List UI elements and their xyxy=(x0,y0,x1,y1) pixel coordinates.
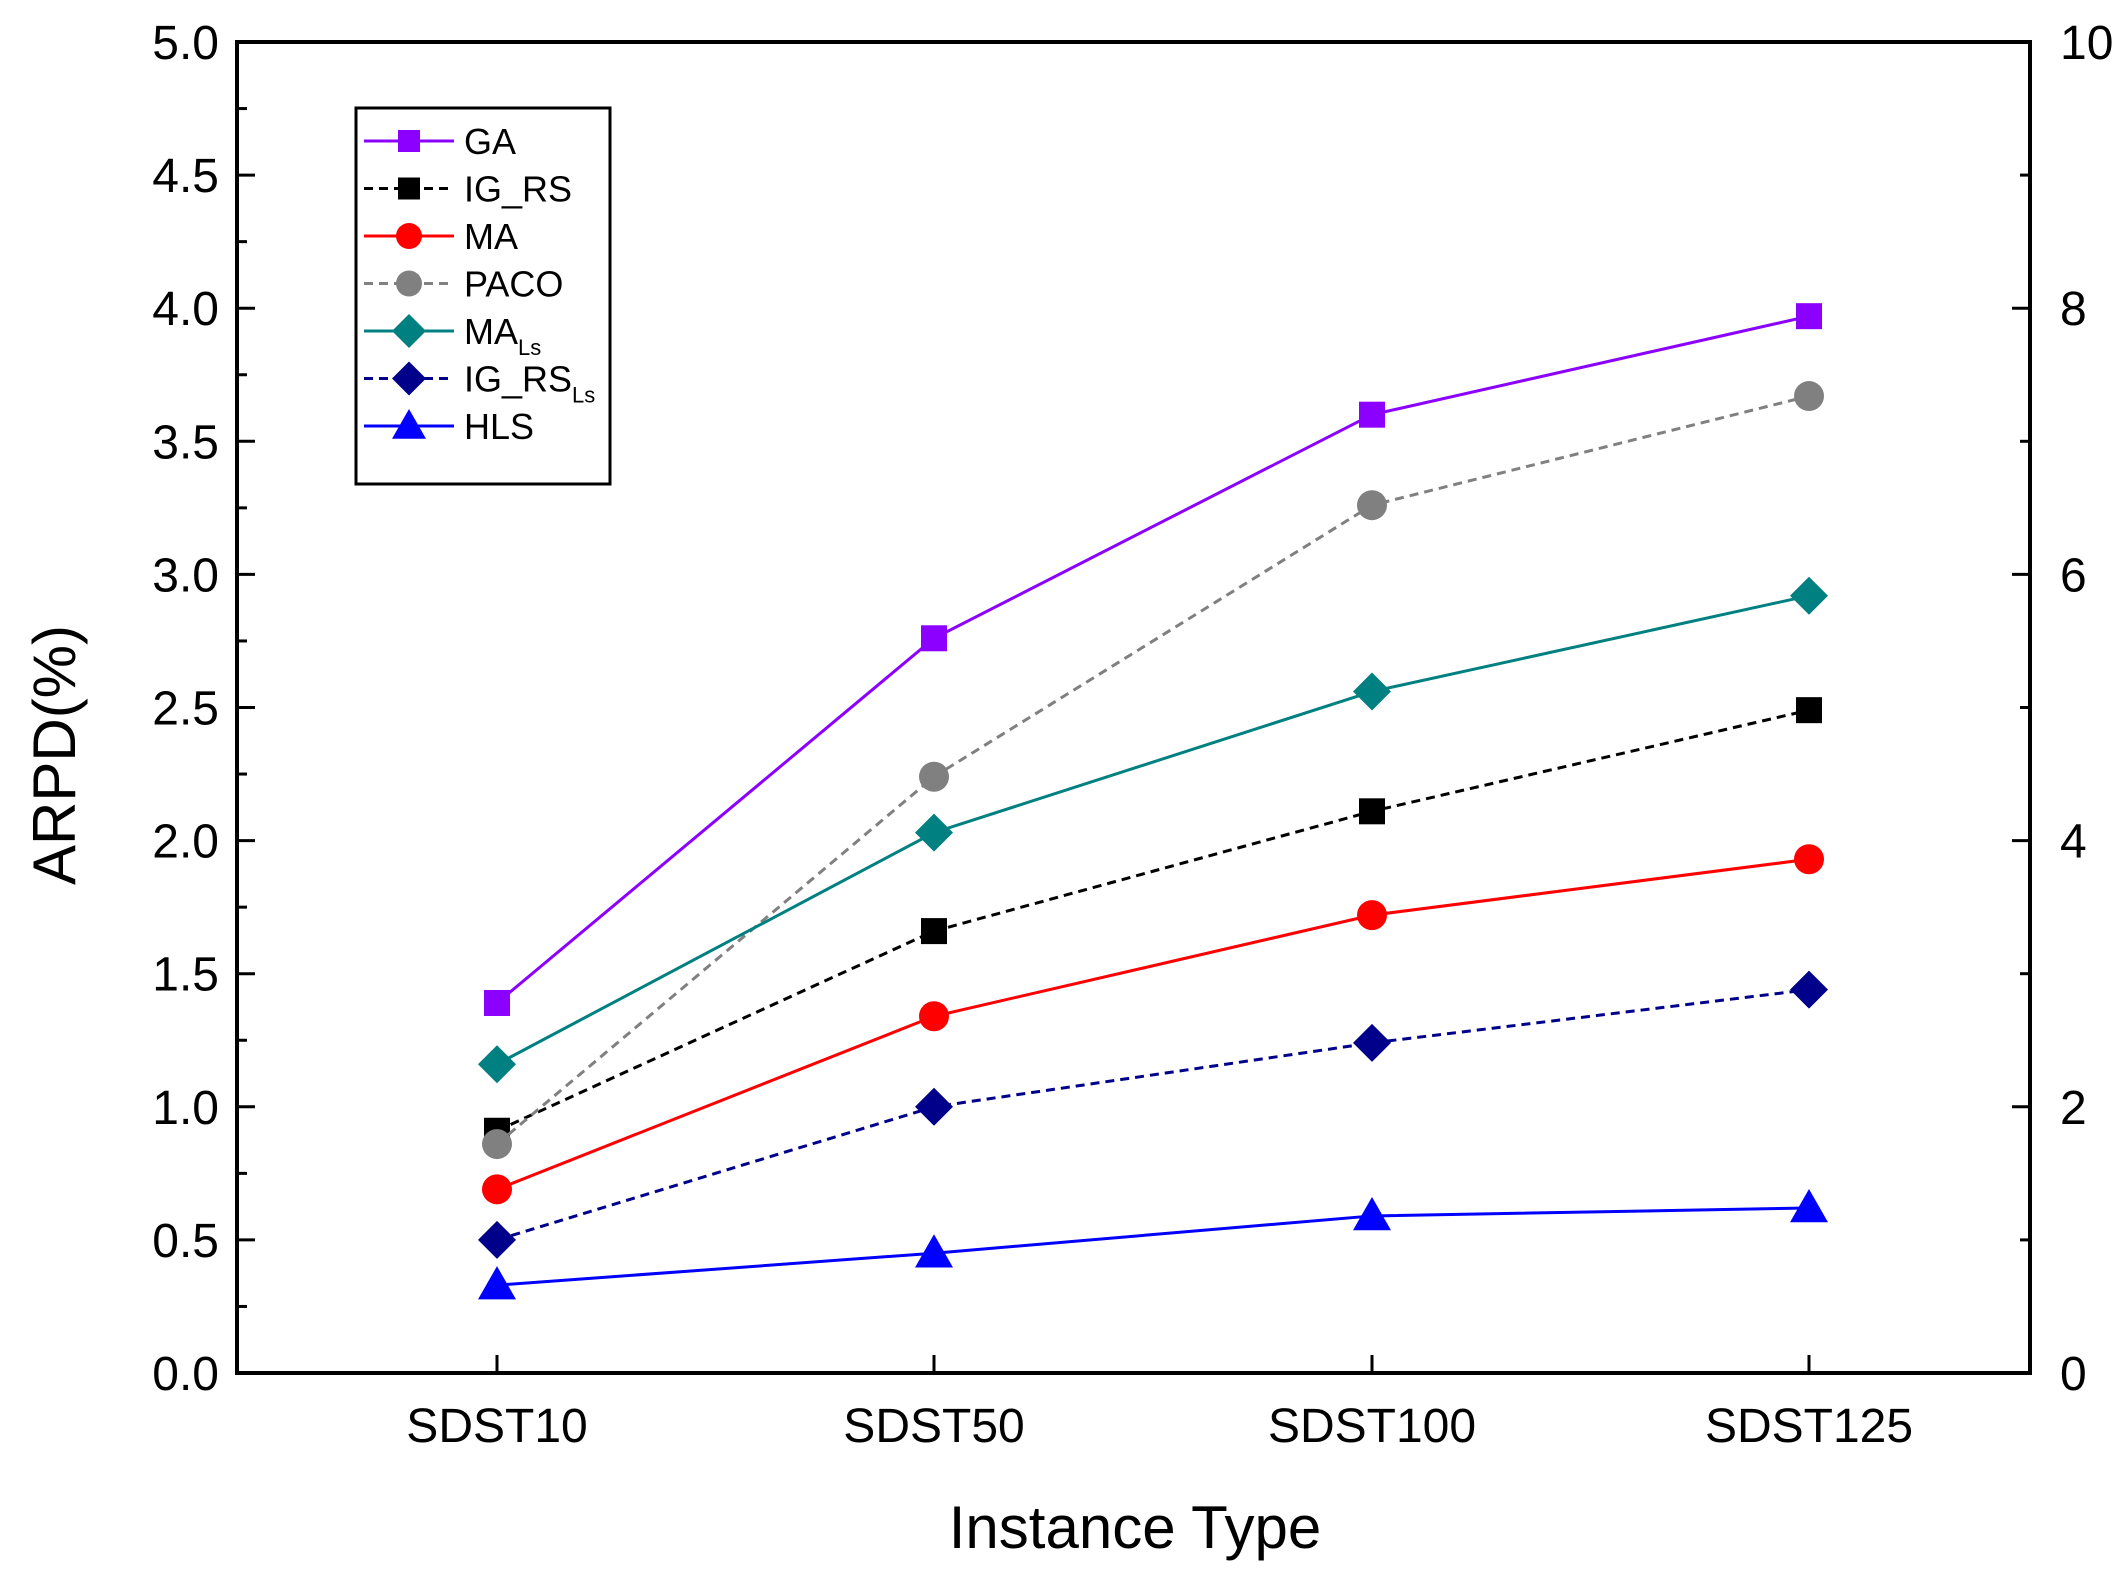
y-tick-label: 1.5 xyxy=(152,949,219,1002)
data-point xyxy=(915,813,953,852)
data-point xyxy=(482,1174,512,1205)
data-point xyxy=(484,989,510,1016)
legend-item: PACO xyxy=(364,264,563,305)
data-point xyxy=(482,1129,512,1160)
data-point xyxy=(1790,970,1828,1009)
legend-label: HLS xyxy=(464,406,534,447)
y-tick-label: 0.5 xyxy=(152,1215,219,1268)
x-axis-title: Instance Type xyxy=(949,1494,1321,1561)
data-point xyxy=(1357,490,1387,521)
data-point xyxy=(1359,798,1385,825)
legend-box xyxy=(354,106,612,486)
series-line xyxy=(496,394,1810,1146)
data-point xyxy=(919,1001,949,1032)
data-point xyxy=(1794,381,1824,412)
y-tick-label: 4.0 xyxy=(152,283,219,336)
y-tick-label: 4.5 xyxy=(152,150,219,203)
y2-tick-label: 8 xyxy=(2060,283,2087,336)
y2-tick-label: 4 xyxy=(2060,816,2087,869)
series-line xyxy=(496,1206,1810,1287)
series-line xyxy=(496,594,1810,1066)
series-line xyxy=(496,988,1810,1242)
x-tick-label: SDST10 xyxy=(406,1400,587,1453)
data-point xyxy=(478,1220,516,1259)
series-ig-rs xyxy=(484,697,1822,1144)
series-line xyxy=(496,708,1810,1133)
legend-marker xyxy=(392,361,426,396)
series-ga xyxy=(484,303,1822,1016)
series-layer xyxy=(478,303,1828,1300)
data-point xyxy=(1790,1188,1828,1223)
data-point xyxy=(921,625,947,652)
y-tick-label: 0.0 xyxy=(152,1348,219,1401)
legend-label: IG_RSLs xyxy=(464,359,595,408)
y-tick-label: 3.0 xyxy=(152,549,219,602)
y-tick-label: 3.5 xyxy=(152,416,219,469)
data-point xyxy=(478,1045,516,1084)
data-point xyxy=(919,761,949,792)
legend-label: MA xyxy=(464,216,518,257)
series-hls xyxy=(478,1188,1828,1300)
legend-label: IG_RS xyxy=(464,169,572,210)
data-point xyxy=(1353,672,1391,711)
legend-label: PACO xyxy=(464,264,563,305)
y-tick-label: 2.5 xyxy=(152,683,219,736)
data-point xyxy=(1794,844,1824,875)
series-paco xyxy=(482,381,1824,1160)
y2-tick-label: 6 xyxy=(2060,549,2087,602)
legend-marker xyxy=(396,223,422,249)
axes: 0.0 0.5 1.0 1.5 2.0 2.5 3.0 3.5 4.0 4.5 5.0 0 2 4 6 8 10… xyxy=(152,17,2113,1453)
data-point xyxy=(915,1234,953,1268)
y-tick-label: 5.0 xyxy=(152,17,219,70)
data-point xyxy=(921,918,947,945)
legend-label: GA xyxy=(464,121,516,162)
legend-marker xyxy=(398,177,420,200)
legend-marker xyxy=(396,270,422,297)
legend-item: MA xyxy=(364,216,518,257)
y-axis-title: ARPD(%) xyxy=(21,625,88,885)
data-point xyxy=(1790,576,1828,615)
legend-item: IG_RSLs xyxy=(364,359,595,408)
legend-item: MALs xyxy=(364,311,541,360)
data-point xyxy=(1353,1023,1391,1062)
y-tick-label: 2.0 xyxy=(152,816,219,869)
series-ma-ls xyxy=(478,576,1828,1084)
x-tick-label: SDST125 xyxy=(1705,1400,1913,1453)
y2-tick-label: 0 xyxy=(2060,1348,2087,1401)
y2-tick-label: 10 xyxy=(2060,17,2113,70)
legend-item: GA xyxy=(364,121,516,162)
data-point xyxy=(1796,303,1822,330)
legend-marker xyxy=(392,409,426,439)
x-tick-label: SDST100 xyxy=(1268,1400,1476,1453)
legend-marker xyxy=(398,130,420,152)
legend-item: HLS xyxy=(364,406,534,447)
series-line xyxy=(496,314,1810,1005)
data-point xyxy=(478,1266,516,1300)
data-point xyxy=(1357,900,1387,931)
legend-item: IG_RS xyxy=(364,169,572,210)
data-point xyxy=(915,1087,953,1126)
series-ig-rs-ls xyxy=(478,970,1828,1259)
series-ma xyxy=(482,844,1824,1205)
data-point xyxy=(1359,401,1385,428)
y-tick-label: 1.0 xyxy=(152,1082,219,1135)
data-point xyxy=(1353,1196,1391,1231)
legend-label: MALs xyxy=(464,311,541,360)
y2-tick-label: 2 xyxy=(2060,1082,2087,1135)
data-point xyxy=(1796,697,1822,724)
x-tick-label: SDST50 xyxy=(843,1400,1024,1453)
legend-marker xyxy=(392,314,426,348)
series-line xyxy=(496,857,1810,1191)
